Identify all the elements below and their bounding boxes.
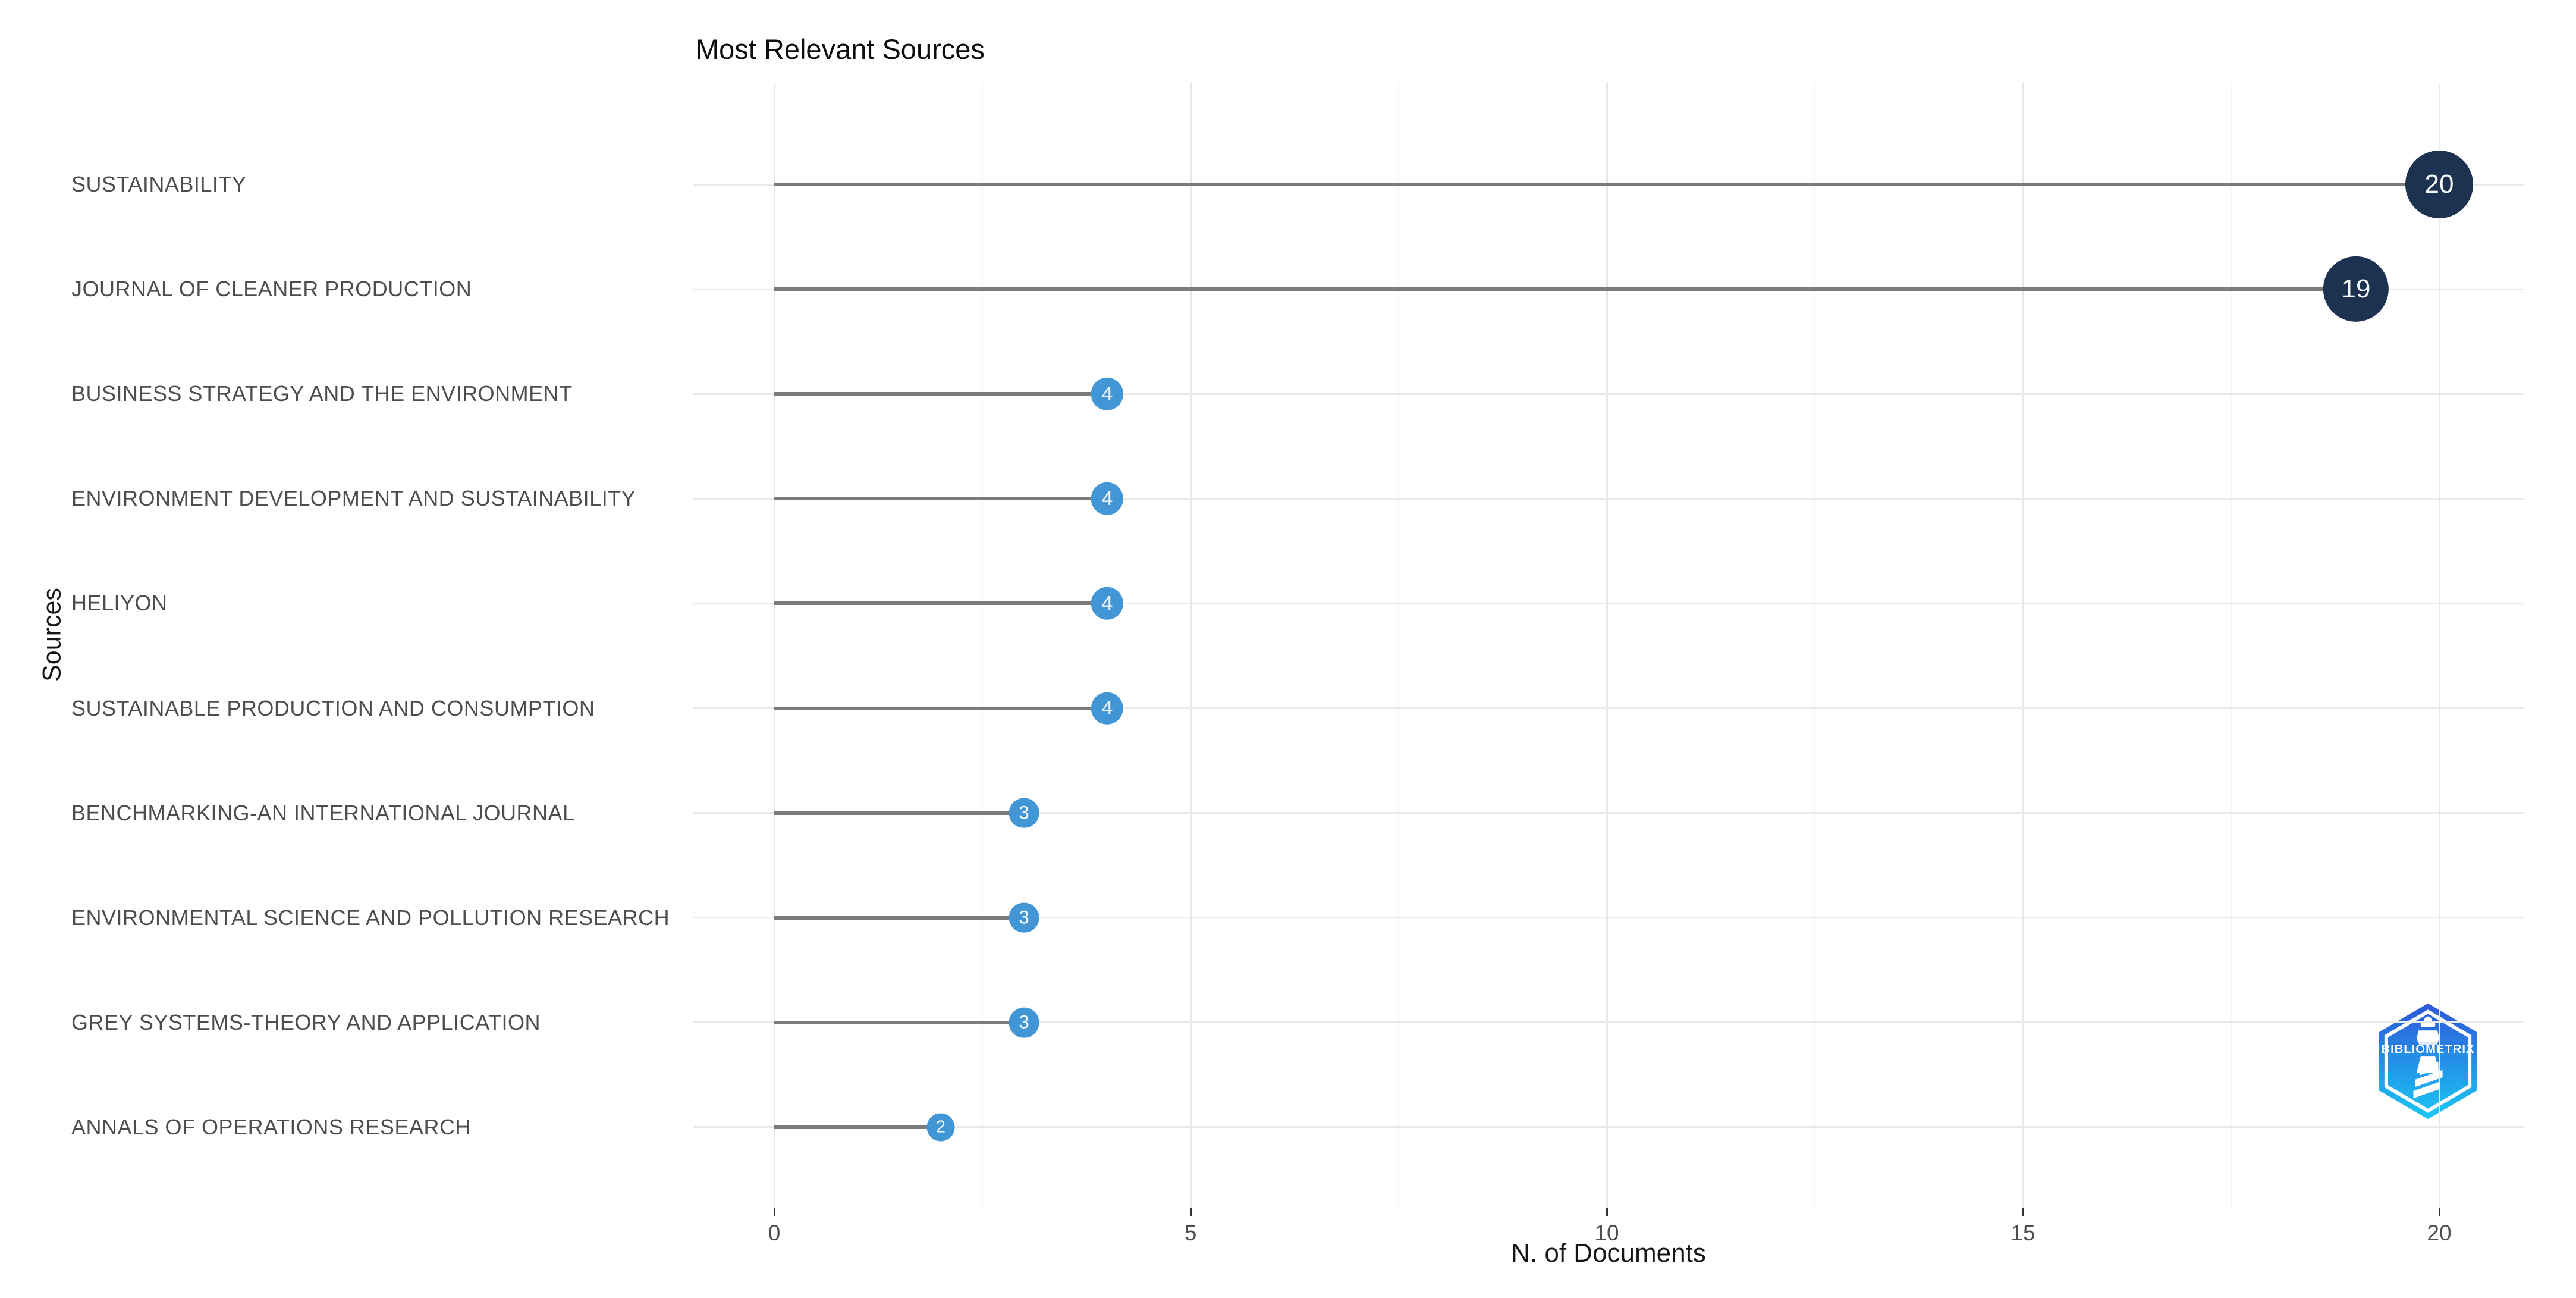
data-point-dot[interactable]: 3 — [1009, 902, 1039, 933]
gridline-horizontal-row — [693, 917, 2524, 919]
category-label: BENCHMARKING-AN INTERNATIONAL JOURNAL — [71, 800, 575, 825]
logo-wordmark: BIBLIOMETRIX — [2382, 1043, 2475, 1056]
gridline-horizontal-row — [693, 602, 2524, 604]
x-axis-tick-mark — [773, 1208, 775, 1216]
gridline-vertical-minor — [1398, 83, 1399, 1208]
x-axis-tick-mark — [1606, 1208, 1608, 1216]
x-axis-tick-label: 5 — [1184, 1221, 1197, 1245]
lollipop-stem — [774, 392, 1107, 396]
gridline-vertical-major — [773, 83, 775, 1208]
x-axis-tick-mark — [2438, 1208, 2440, 1216]
category-label: ANNALS OF OPERATIONS RESEARCH — [71, 1114, 471, 1139]
lollipop-stem — [774, 1020, 1024, 1024]
x-axis-tick-mark — [1189, 1208, 1192, 1216]
lollipop-stem — [774, 1125, 941, 1129]
lollipop-stem — [774, 811, 1024, 815]
gridline-horizontal-row — [693, 1021, 2524, 1024]
gridline-vertical-major — [1606, 83, 1608, 1208]
x-axis-tick-label: 20 — [2427, 1221, 2452, 1245]
gridline-vertical-minor — [2231, 83, 2232, 1208]
data-point-dot[interactable]: 2 — [926, 1113, 955, 1142]
x-axis-tick-label: 10 — [1594, 1221, 1619, 1245]
category-label: ENVIRONMENT DEVELOPMENT AND SUSTAINABILI… — [71, 486, 636, 511]
y-axis-title: Sources — [37, 588, 67, 682]
x-axis-tick-label: 0 — [768, 1221, 781, 1245]
data-point-dot[interactable]: 4 — [1091, 587, 1124, 620]
data-point-dot[interactable]: 19 — [2323, 256, 2389, 322]
lollipop-stem — [774, 287, 2356, 291]
lollipop-stem — [774, 706, 1107, 710]
gridline-vertical-major — [2438, 83, 2440, 1208]
x-axis-tick-label: 15 — [2010, 1221, 2035, 1245]
gridline-horizontal-row — [693, 707, 2524, 709]
gridline-horizontal-row — [693, 812, 2524, 814]
lollipop-stem — [774, 497, 1107, 501]
bibliometrix-logo: BIBLIOMETRIX — [2379, 1003, 2477, 1120]
lollipop-stem — [774, 916, 1024, 920]
data-point-dot[interactable]: 20 — [2405, 151, 2473, 218]
gridline-vertical-minor — [982, 83, 983, 1208]
lollipop-stem — [774, 601, 1107, 606]
category-label: JOURNAL OF CLEANER PRODUCTION — [71, 277, 472, 302]
gridline-horizontal-row — [693, 393, 2524, 395]
gridline-vertical-minor — [1814, 83, 1815, 1208]
category-label: BUSINESS STRATEGY AND THE ENVIRONMENT — [71, 381, 573, 406]
category-label: GREY SYSTEMS-THEORY AND APPLICATION — [71, 1009, 541, 1034]
logo-lighthouse-icon — [2413, 1016, 2443, 1099]
data-point-dot[interactable]: 4 — [1091, 482, 1124, 515]
category-label: SUSTAINABILITY — [71, 172, 247, 196]
data-point-dot[interactable]: 3 — [1009, 1007, 1039, 1038]
data-point-dot[interactable]: 4 — [1091, 377, 1124, 410]
x-axis-title: N. of Documents — [1511, 1239, 1706, 1268]
gridline-vertical-major — [1189, 83, 1192, 1208]
category-label: SUSTAINABLE PRODUCTION AND CONSUMPTION — [71, 695, 595, 720]
category-label: ENVIRONMENTAL SCIENCE AND POLLUTION RESE… — [71, 905, 670, 930]
chart-title: Most Relevant Sources — [696, 33, 985, 65]
data-point-dot[interactable]: 3 — [1009, 798, 1039, 828]
gridline-horizontal-row — [693, 497, 2524, 500]
gridline-vertical-major — [2022, 83, 2024, 1208]
category-label: HELIYON — [71, 591, 168, 616]
gridline-horizontal-row — [693, 1126, 2524, 1128]
data-point-dot[interactable]: 4 — [1091, 692, 1124, 725]
x-axis-tick-mark — [2022, 1208, 2024, 1216]
lollipop-stem — [774, 183, 2439, 186]
